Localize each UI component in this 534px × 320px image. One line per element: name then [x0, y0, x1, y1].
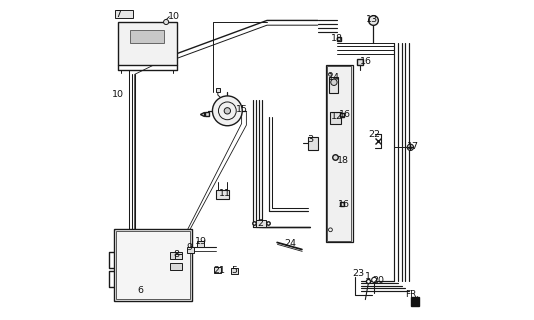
Bar	[170, 263, 182, 270]
Polygon shape	[411, 297, 419, 306]
Text: 14: 14	[327, 73, 340, 82]
Text: 13: 13	[366, 15, 379, 24]
Bar	[331, 112, 341, 124]
Text: 10: 10	[168, 12, 180, 21]
Text: 19: 19	[195, 237, 207, 246]
Text: 11: 11	[219, 189, 231, 198]
Text: 7: 7	[115, 10, 121, 19]
Bar	[175, 253, 182, 259]
Bar	[231, 268, 238, 274]
Bar	[216, 190, 229, 199]
Text: 5: 5	[231, 266, 237, 275]
Text: 15: 15	[236, 105, 248, 114]
Bar	[187, 247, 194, 253]
Text: FR.: FR.	[405, 290, 419, 299]
Text: 20: 20	[373, 276, 384, 285]
Text: 3: 3	[308, 135, 314, 144]
Bar	[329, 76, 339, 93]
Circle shape	[224, 108, 231, 114]
Text: 6: 6	[137, 285, 143, 295]
Text: 18: 18	[332, 34, 343, 43]
Text: 1: 1	[365, 272, 371, 281]
Circle shape	[372, 277, 377, 283]
Circle shape	[331, 79, 337, 85]
Text: 9: 9	[186, 244, 192, 252]
Text: 16: 16	[360, 57, 372, 66]
Bar	[114, 229, 192, 300]
Circle shape	[407, 144, 413, 150]
Bar	[170, 252, 182, 259]
Bar	[326, 65, 352, 243]
Bar	[118, 22, 177, 65]
Bar	[130, 30, 164, 43]
Bar	[216, 88, 220, 92]
Text: 10: 10	[112, 91, 123, 100]
Circle shape	[163, 20, 169, 25]
Bar	[214, 267, 221, 273]
Text: 12: 12	[331, 112, 342, 121]
Text: 22: 22	[368, 130, 381, 139]
Bar	[115, 10, 133, 18]
Text: 8: 8	[174, 250, 179, 259]
Text: 21: 21	[213, 266, 225, 275]
Text: 23: 23	[352, 269, 365, 278]
Text: 2: 2	[257, 219, 263, 228]
Bar	[308, 137, 318, 150]
Text: 18: 18	[337, 156, 349, 164]
Text: 16: 16	[339, 110, 351, 119]
Bar	[116, 231, 190, 299]
Text: 16: 16	[338, 200, 350, 209]
Bar	[197, 241, 203, 247]
Text: 24: 24	[285, 239, 297, 248]
Bar	[256, 220, 266, 227]
Bar	[327, 67, 351, 241]
Text: 17: 17	[406, 142, 419, 151]
Circle shape	[213, 96, 242, 126]
